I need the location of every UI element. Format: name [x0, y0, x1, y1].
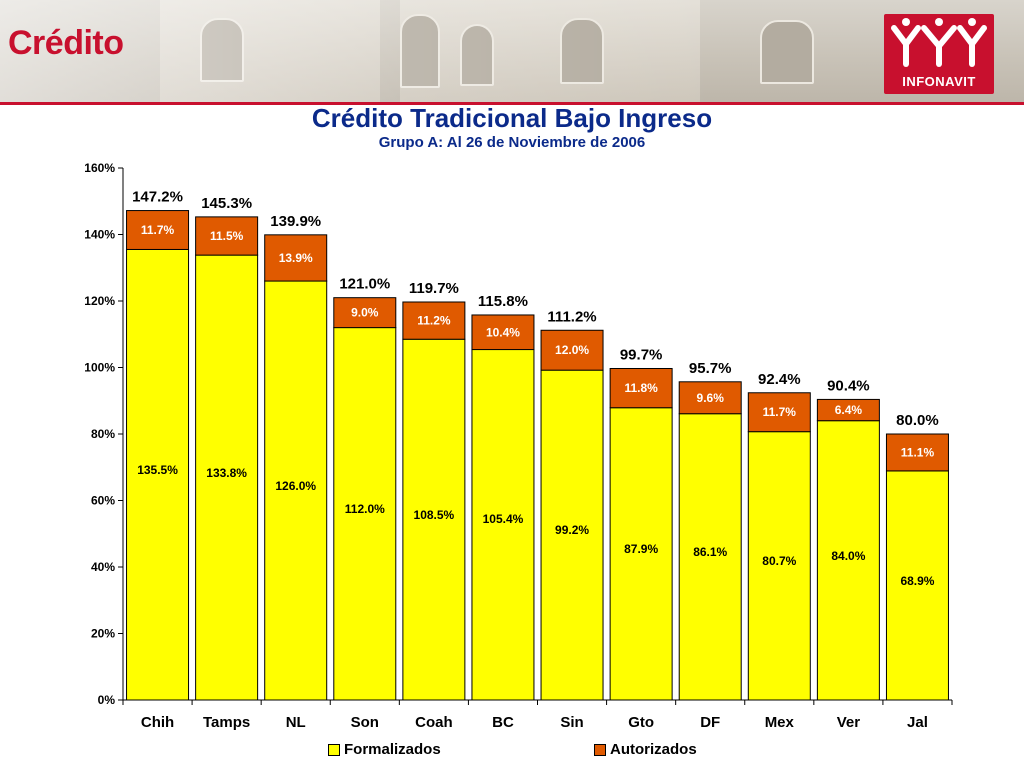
bar-formalizados-tamps: [195, 254, 259, 701]
legend-swatch-formalizados: [328, 743, 340, 756]
x-tick-label: Gto: [628, 714, 654, 731]
legend-item-autorizados: Autorizados: [594, 741, 697, 758]
bar-autorizados-bc: [471, 314, 535, 351]
data-label-total: 121.0%: [339, 276, 390, 293]
data-label-autorizados: 9.6%: [697, 391, 725, 405]
x-tick-label: BC: [492, 714, 514, 731]
x-tick-label: Mex: [765, 714, 795, 731]
bar-autorizados-chih: [126, 210, 190, 250]
chart-legend: Formalizados Autorizados: [0, 741, 1024, 761]
data-label-total: 90.4%: [827, 377, 870, 394]
data-label-formalizados: 80.7%: [762, 554, 796, 568]
data-label-autorizados: 6.4%: [835, 403, 863, 417]
data-label-total: 145.3%: [201, 195, 252, 212]
x-tick-label: Ver: [837, 714, 861, 731]
data-label-autorizados: 11.8%: [624, 381, 658, 395]
bar-formalizados-df: [678, 413, 742, 701]
x-tick-label: Chih: [141, 714, 174, 731]
banner-fade: [0, 0, 1024, 102]
header-banner: Crédito INFONAVIT: [0, 0, 1024, 102]
data-label-autorizados: 11.5%: [210, 229, 244, 243]
x-tick-label: Coah: [415, 714, 453, 731]
data-label-formalizados: 108.5%: [414, 508, 455, 522]
x-tick-label: Sin: [560, 714, 583, 731]
data-label-autorizados: 12.0%: [555, 343, 589, 357]
infonavit-logo: INFONAVIT: [884, 14, 994, 94]
data-label-total: 95.7%: [689, 360, 732, 377]
y-tick-label: 120%: [84, 294, 115, 308]
logo-figures-icon: [891, 18, 987, 67]
data-label-autorizados: 11.1%: [901, 445, 935, 459]
legend-label-autorizados: Autorizados: [610, 741, 697, 758]
bar-formalizados-bc: [471, 349, 535, 701]
bar-formalizados-coah: [402, 338, 466, 701]
header-accent-bar: [0, 102, 1024, 105]
legend-swatch-autorizados: [594, 743, 606, 756]
data-label-total: 99.7%: [620, 346, 663, 363]
data-label-total: 119.7%: [409, 280, 459, 297]
bar-formalizados-nl: [264, 280, 328, 701]
y-tick-label: 160%: [84, 161, 115, 175]
bar-formalizados-sin: [540, 369, 604, 701]
bar-autorizados-gto: [609, 367, 673, 409]
y-tick-label: 20%: [91, 627, 115, 641]
bar-autorizados-sin: [540, 329, 604, 371]
data-label-autorizados: 9.0%: [351, 306, 379, 320]
data-label-total: 147.2%: [132, 189, 183, 206]
page-title: Crédito: [8, 24, 124, 62]
chart-subtitle: Grupo A: Al 26 de Noviembre de 2006: [378, 134, 646, 151]
data-label-formalizados: 133.8%: [206, 466, 247, 480]
y-tick-label: 100%: [84, 361, 115, 375]
bar-formalizados-ver: [816, 420, 880, 701]
data-label-formalizados: 87.9%: [624, 542, 658, 556]
bar-autorizados-tamps: [195, 216, 259, 256]
y-tick-label: 40%: [91, 560, 115, 574]
x-tick-label: Son: [351, 714, 379, 731]
data-label-total: 111.2%: [547, 308, 596, 325]
logo-text: INFONAVIT: [902, 74, 976, 89]
data-label-total: 80.0%: [896, 412, 939, 429]
y-tick-label: 140%: [84, 228, 115, 242]
x-tick-label: NL: [286, 714, 306, 731]
x-tick-label: Tamps: [203, 714, 250, 731]
data-label-total: 115.8%: [478, 293, 528, 310]
bar-autorizados-df: [678, 381, 742, 415]
chart-title: Crédito Tradicional Bajo Ingreso: [311, 103, 713, 133]
data-label-formalizados: 99.2%: [555, 523, 589, 537]
data-label-formalizados: 112.0%: [345, 502, 385, 516]
bar-autorizados-son: [333, 297, 397, 329]
bar-formalizados-gto: [609, 407, 673, 701]
bar-formalizados-son: [333, 327, 397, 701]
data-label-formalizados: 135.5%: [137, 463, 178, 477]
data-label-autorizados: 11.7%: [763, 405, 797, 419]
bar-autorizados-ver: [816, 398, 880, 422]
bar-autorizados-jal: [885, 433, 949, 472]
y-tick-label: 60%: [91, 494, 115, 508]
bar-autorizados-coah: [402, 301, 466, 340]
data-label-total: 92.4%: [758, 371, 801, 388]
data-label-autorizados: 10.4%: [486, 325, 520, 339]
bar-formalizados-chih: [126, 248, 190, 701]
y-tick-label: 0%: [98, 693, 116, 707]
data-label-formalizados: 126.0%: [275, 479, 316, 493]
bar-autorizados-nl: [264, 234, 328, 282]
y-tick-label: 80%: [91, 427, 115, 441]
data-label-formalizados: 86.1%: [693, 545, 727, 559]
x-tick-label: Jal: [907, 714, 928, 731]
data-label-formalizados: 84.0%: [831, 549, 865, 563]
legend-label-formalizados: Formalizados: [344, 741, 441, 758]
data-label-autorizados: 13.9%: [279, 251, 313, 265]
legend-item-formalizados: Formalizados: [328, 741, 441, 758]
bar-formalizados-jal: [885, 470, 949, 701]
data-label-formalizados: 68.9%: [900, 574, 934, 588]
data-label-formalizados: 105.4%: [483, 512, 524, 526]
data-label-total: 139.9%: [270, 213, 321, 230]
x-tick-label: DF: [700, 714, 720, 731]
data-label-autorizados: 11.2%: [417, 314, 451, 328]
bar-autorizados-mex: [747, 392, 811, 433]
data-label-autorizados: 11.7%: [141, 223, 175, 237]
